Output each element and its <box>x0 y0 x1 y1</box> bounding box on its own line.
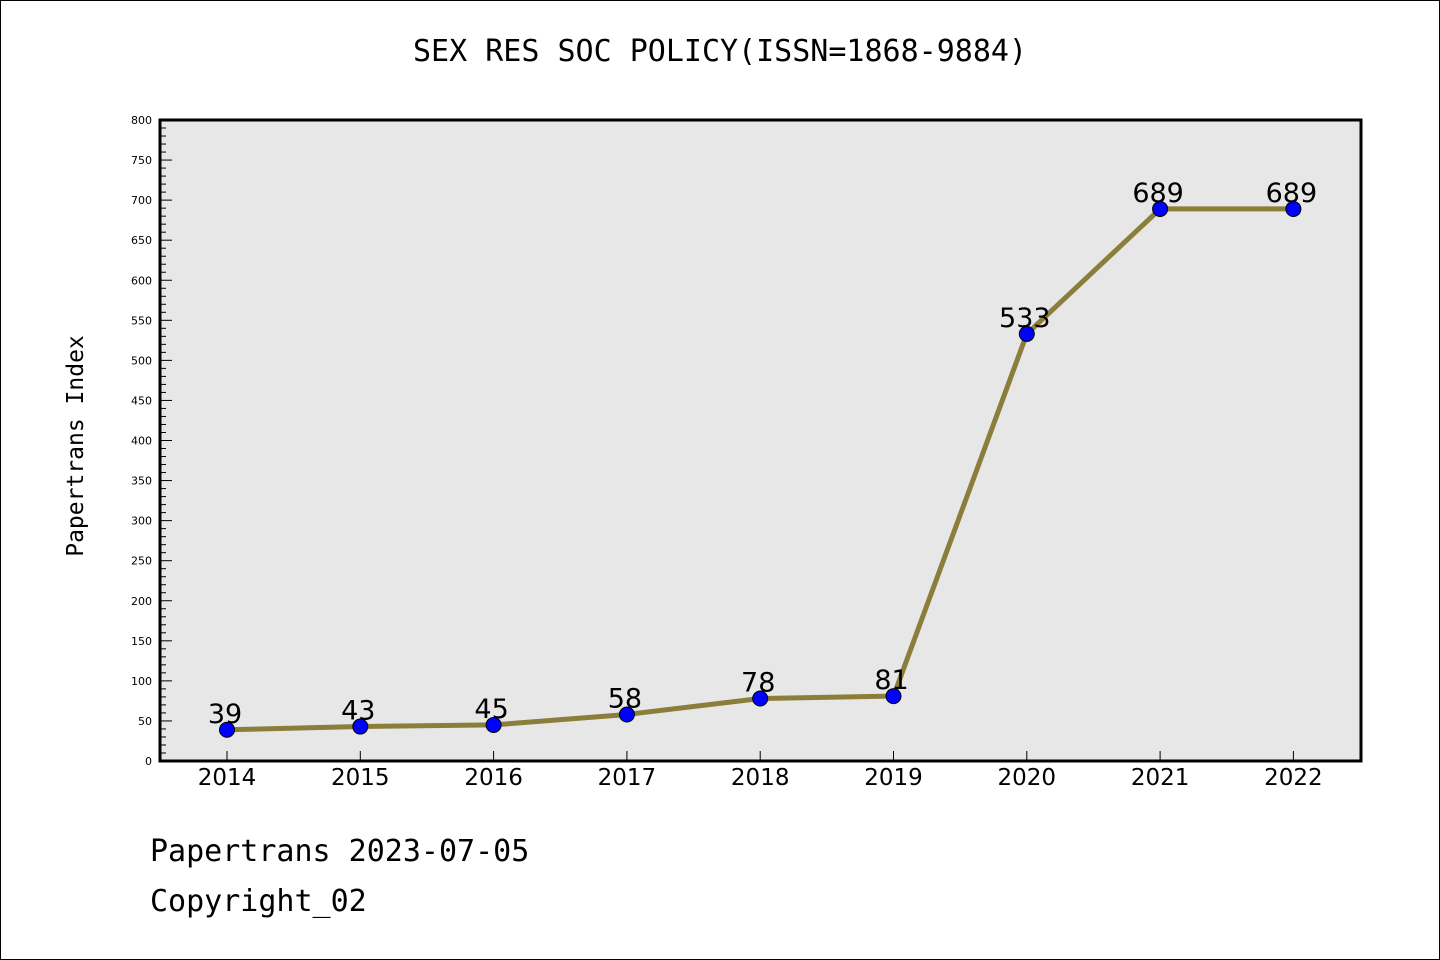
data-point <box>752 690 769 707</box>
data-point <box>352 718 369 735</box>
data-point <box>219 721 235 738</box>
y-tick-label: 450 <box>131 394 152 407</box>
x-axis-ticks: 2014 2015 2016 2017 2018 2019 2020 2021 2022 <box>198 751 1323 791</box>
data-label: 58 <box>608 684 642 715</box>
data-point <box>618 706 635 723</box>
y-tick-label: 500 <box>131 354 152 367</box>
y-tick-label: 650 <box>131 234 152 247</box>
y-tick-label: 100 <box>131 675 152 688</box>
data-label: 43 <box>341 696 375 727</box>
y-tick-label: 350 <box>131 475 152 488</box>
series-markers <box>219 200 1302 738</box>
data-label: 78 <box>741 668 775 699</box>
x-tick-label: 2014 <box>198 765 257 791</box>
data-point <box>485 716 502 733</box>
y-tick-label: 50 <box>138 715 152 728</box>
data-point <box>1152 200 1169 217</box>
x-tick-label: 2020 <box>998 765 1057 791</box>
y-tick-label: 700 <box>131 194 152 207</box>
data-label: 689 <box>1132 178 1184 209</box>
y-tick-label: 550 <box>131 314 152 327</box>
y-tick-label: 400 <box>131 435 152 448</box>
y-tick-label: 600 <box>131 274 152 287</box>
y-tick-label: 800 <box>131 114 152 127</box>
x-tick-label: 2016 <box>464 765 523 791</box>
data-point <box>1285 200 1302 217</box>
x-tick-label: 2019 <box>864 765 923 791</box>
data-point <box>885 688 902 705</box>
x-tick-label: 2017 <box>598 765 657 791</box>
x-tick-label: 2021 <box>1131 765 1190 791</box>
plot-border <box>158 118 1363 763</box>
x-tick-label: 2022 <box>1264 765 1323 791</box>
y-axis-ticks: 0 50 100 150 200 250 300 350 400 450 500 550 600 650 7… <box>131 114 172 768</box>
x-tick-label: 2018 <box>731 765 790 791</box>
data-label: 81 <box>874 665 908 696</box>
data-label: 39 <box>208 699 242 730</box>
data-point <box>1018 325 1035 342</box>
footer-copyright: Copyright_02 <box>150 884 367 919</box>
y-tick-label: 0 <box>145 755 152 768</box>
data-label: 533 <box>999 303 1051 334</box>
plot-area <box>160 120 1361 761</box>
chart-title: SEX RES SOC POLICY(ISSN=1868-9884) <box>412 34 1028 69</box>
data-label: 45 <box>474 694 508 725</box>
y-tick-label: 250 <box>131 555 152 568</box>
y-tick-label: 750 <box>131 154 152 167</box>
footer-date: Papertrans 2023-07-05 <box>150 834 530 869</box>
y-tick-label: 200 <box>131 595 152 608</box>
y-tick-label: 150 <box>131 635 152 648</box>
y-tick-label: 300 <box>131 515 152 528</box>
x-tick-label: 2015 <box>331 765 390 791</box>
data-label: 689 <box>1266 178 1318 209</box>
data-labels: 39 43 45 58 78 81 533 689 689 <box>208 178 1317 730</box>
